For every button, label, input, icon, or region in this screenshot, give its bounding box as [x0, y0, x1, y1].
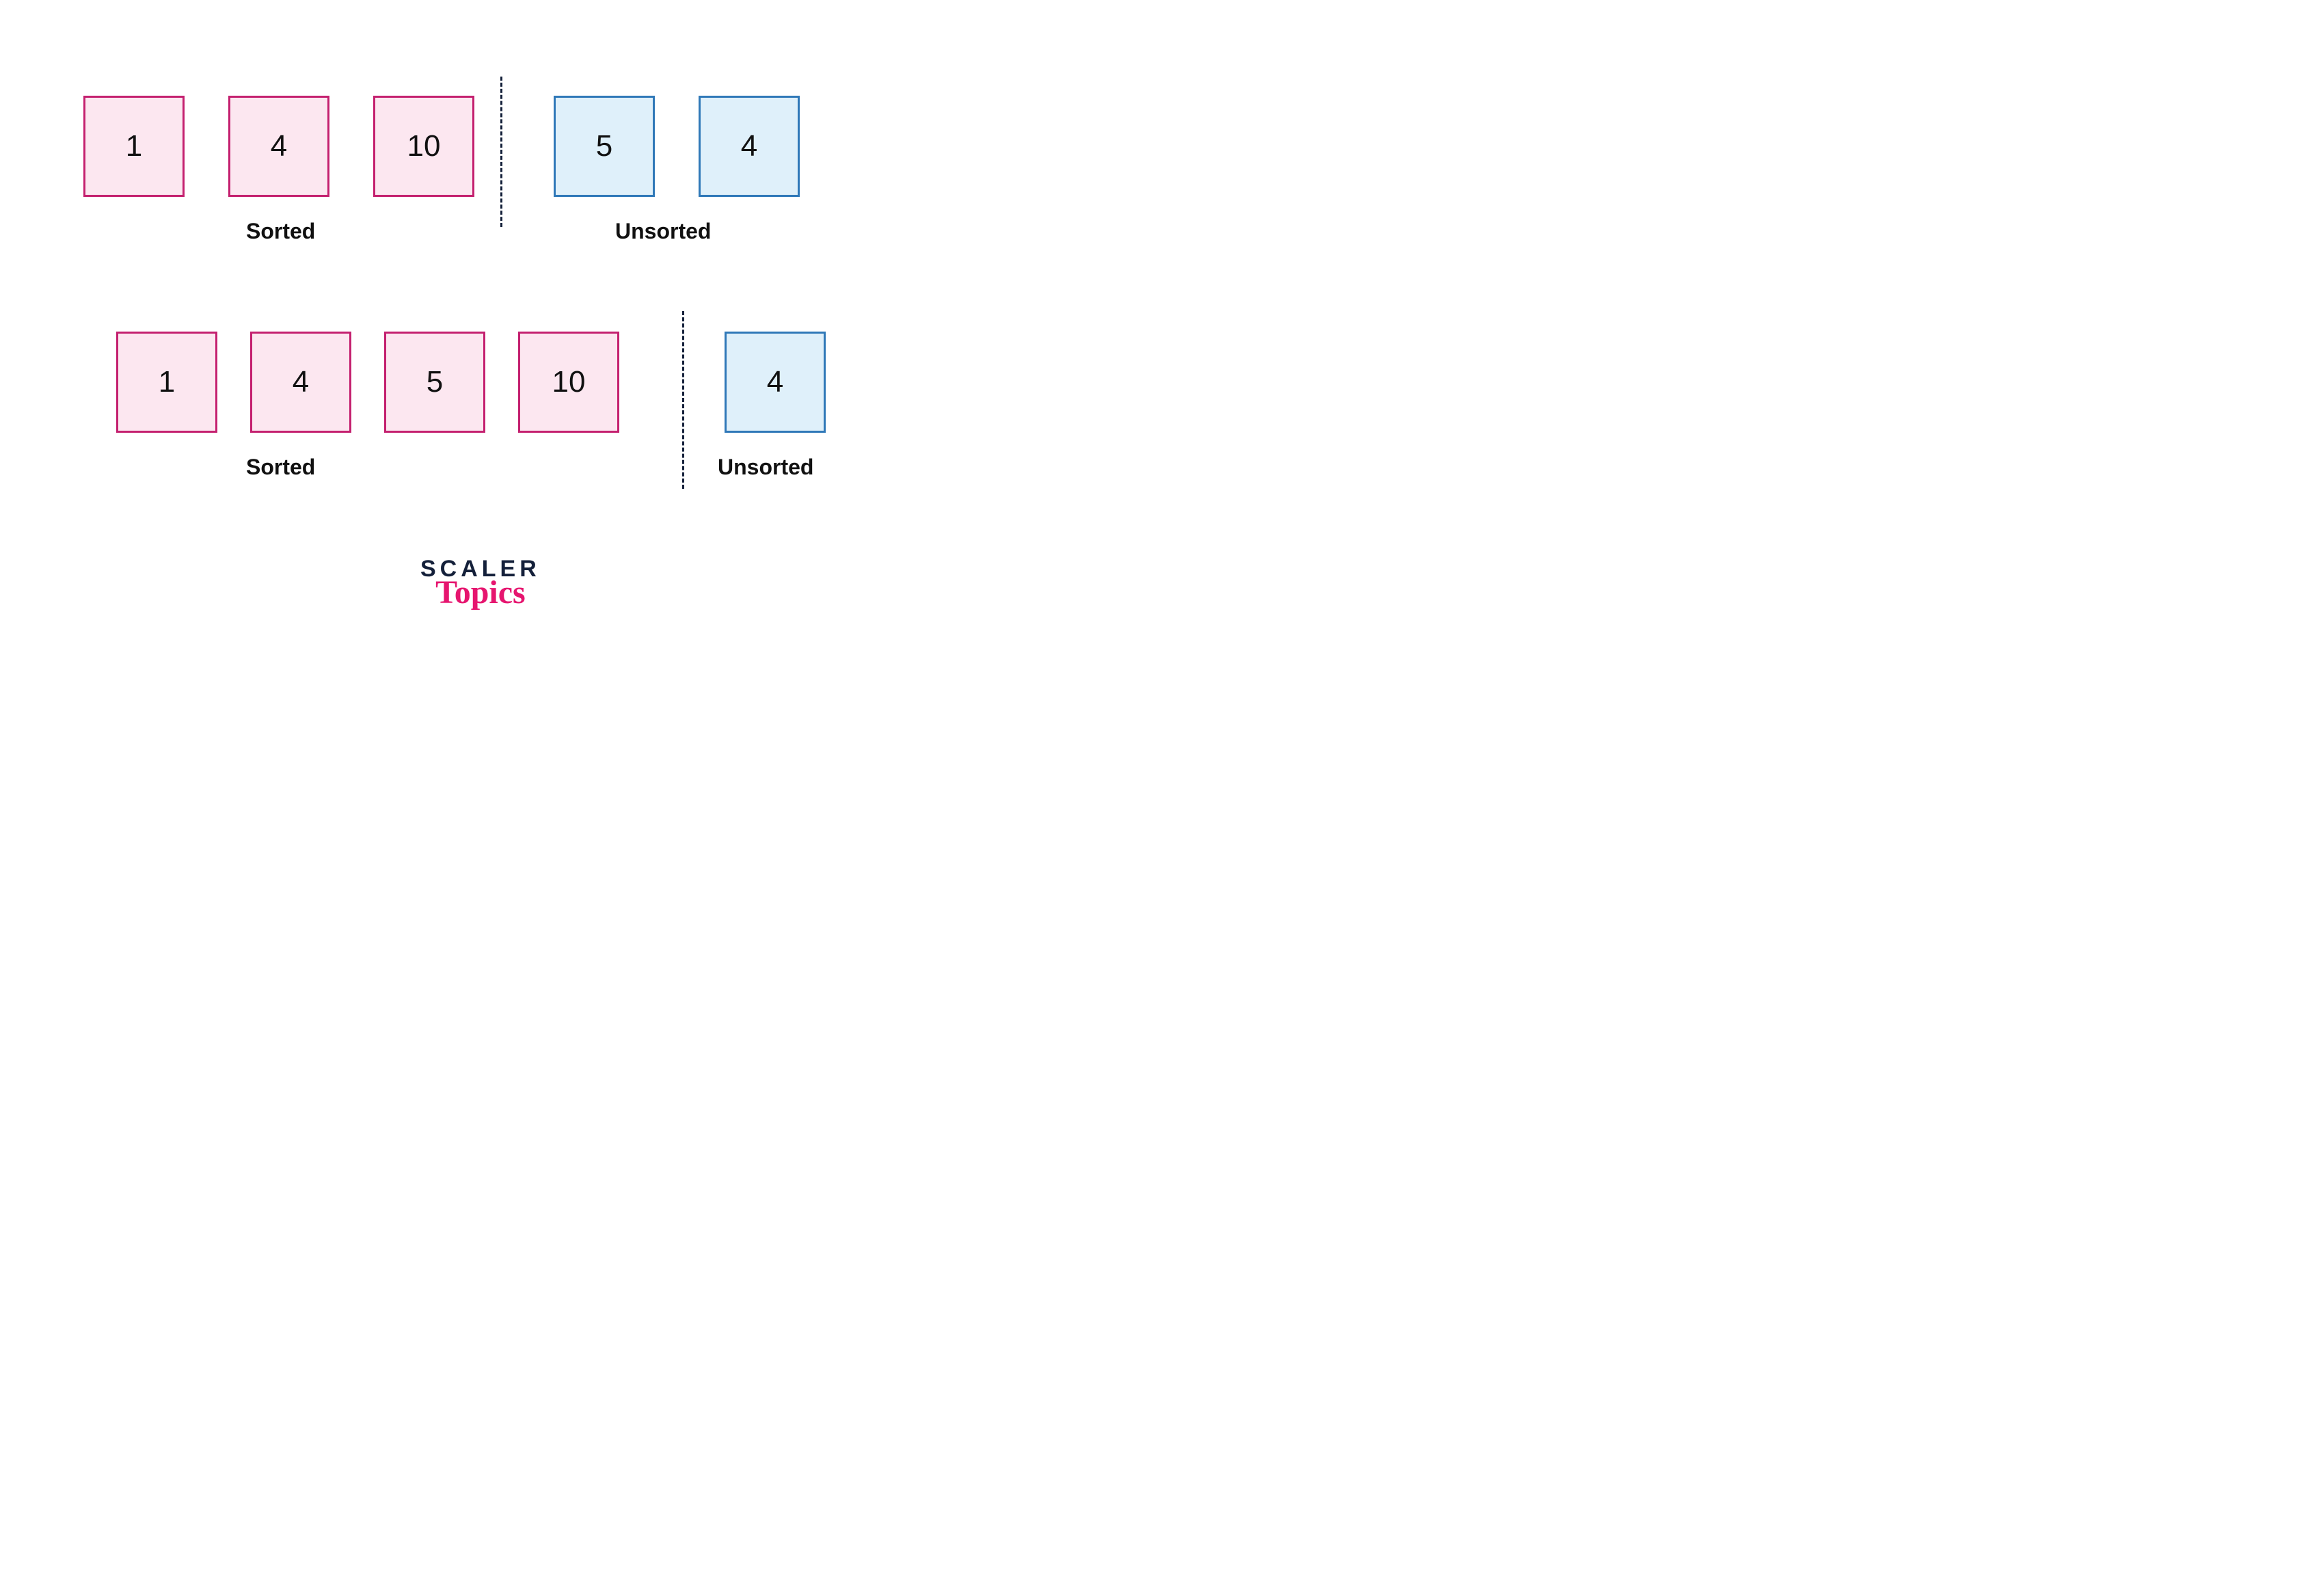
sorted-cells: 14 10 [83, 96, 474, 197]
unsorted-cell: 4 [699, 96, 800, 197]
unsorted-cell: 4 [725, 332, 826, 433]
unsorted-label: Unsorted [615, 219, 711, 244]
sorted-cell: 1 [116, 332, 217, 433]
unsorted-label: Unsorted [718, 455, 813, 480]
sorted-cells: 145 10 [116, 332, 619, 433]
sorted-cell: 4 [250, 332, 351, 433]
sorted-label: Sorted [246, 455, 315, 480]
unsorted-cell: 5 [554, 96, 655, 197]
sorted-label: Sorted [246, 219, 315, 244]
sorted-cell: 5 [384, 332, 485, 433]
sorted-cell: 1 [83, 96, 185, 197]
sorted-cell: 4 [228, 96, 329, 197]
logo-bottom-text: Topics [435, 576, 526, 609]
partition-divider [682, 311, 684, 489]
unsorted-cells: 4 [725, 332, 826, 433]
partition-divider [500, 77, 502, 227]
sorted-cell: 10 [373, 96, 474, 197]
sorted-cell: 10 [518, 332, 619, 433]
unsorted-cells: 54 [554, 96, 800, 197]
scaler-topics-logo: SCALER Topics [420, 557, 541, 609]
